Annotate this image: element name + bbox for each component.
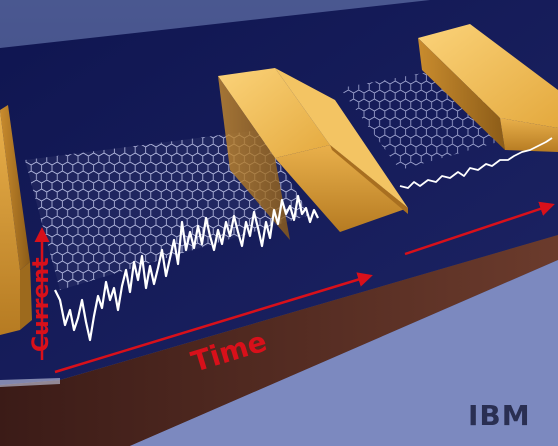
ibm-logo: IBM (468, 399, 531, 432)
substrate-edge-highlight (0, 378, 60, 387)
graphene-ribbon-right (340, 70, 540, 170)
time-axis-arrow (54, 272, 373, 374)
current-axis-label: Current (29, 257, 54, 352)
middle-gold-electrode (218, 68, 408, 240)
substrate-side (0, 235, 558, 446)
substrate-floor (130, 260, 558, 446)
current-trace-large (54, 194, 319, 342)
left-gold-electrode (0, 105, 32, 335)
time-axis-arrow-continued (404, 201, 555, 256)
current-trace-small (399, 137, 553, 189)
